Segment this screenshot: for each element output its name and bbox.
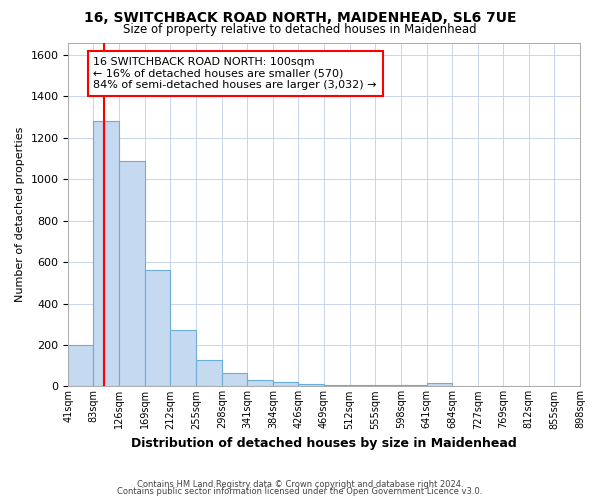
Bar bbox=[427, 382, 452, 386]
Bar bbox=[350, 384, 375, 386]
Bar bbox=[298, 384, 324, 386]
Y-axis label: Number of detached properties: Number of detached properties bbox=[15, 127, 25, 302]
Bar bbox=[324, 384, 350, 386]
Bar bbox=[196, 360, 222, 386]
Text: Contains public sector information licensed under the Open Government Licence v3: Contains public sector information licen… bbox=[118, 488, 482, 496]
Bar bbox=[247, 380, 273, 386]
Bar bbox=[119, 160, 145, 386]
Text: Size of property relative to detached houses in Maidenhead: Size of property relative to detached ho… bbox=[123, 22, 477, 36]
Text: 16, SWITCHBACK ROAD NORTH, MAIDENHEAD, SL6 7UE: 16, SWITCHBACK ROAD NORTH, MAIDENHEAD, S… bbox=[84, 11, 516, 25]
Text: Contains HM Land Registry data © Crown copyright and database right 2024.: Contains HM Land Registry data © Crown c… bbox=[137, 480, 463, 489]
Bar bbox=[375, 384, 401, 386]
Bar bbox=[68, 345, 94, 387]
Text: 16 SWITCHBACK ROAD NORTH: 100sqm
← 16% of detached houses are smaller (570)
84% : 16 SWITCHBACK ROAD NORTH: 100sqm ← 16% o… bbox=[94, 57, 377, 90]
Bar bbox=[222, 373, 247, 386]
Bar bbox=[273, 382, 298, 386]
Bar bbox=[170, 330, 196, 386]
Bar bbox=[145, 270, 170, 386]
Bar bbox=[94, 121, 119, 386]
X-axis label: Distribution of detached houses by size in Maidenhead: Distribution of detached houses by size … bbox=[131, 437, 517, 450]
